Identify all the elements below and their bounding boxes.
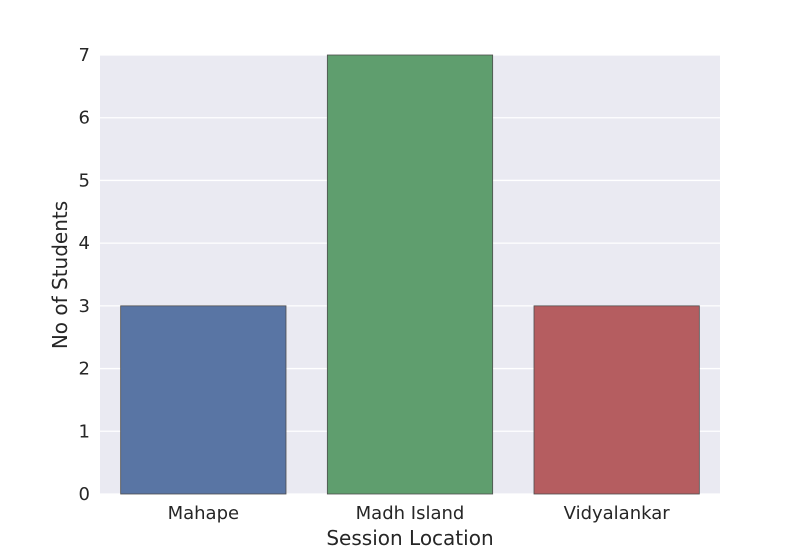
x-axis-label: Session Location: [326, 526, 493, 550]
y-tick-label: 4: [79, 233, 90, 254]
bar-mahape: [120, 305, 287, 495]
bar-madh-island: [326, 54, 494, 495]
y-tick-label: 7: [79, 45, 90, 66]
bars: [120, 54, 700, 495]
x-tick-label: Vidyalankar: [564, 503, 671, 524]
y-tick-label: 0: [79, 484, 90, 505]
x-tick-labels: Mahape Madh Island Vidyalankar: [168, 503, 671, 524]
x-tick-label: Mahape: [168, 503, 240, 524]
y-tick-label: 5: [79, 170, 90, 191]
bar-vidyalankar: [533, 305, 700, 495]
y-tick-label: 2: [79, 359, 90, 380]
y-tick-label: 3: [79, 296, 90, 317]
y-tick-label: 6: [79, 108, 90, 129]
y-tick-labels: 0 1 2 3 4 5 6 7: [79, 45, 90, 505]
x-tick-label: Madh Island: [356, 503, 465, 524]
y-tick-label: 1: [79, 421, 90, 442]
y-axis-label: No of Students: [48, 201, 72, 349]
